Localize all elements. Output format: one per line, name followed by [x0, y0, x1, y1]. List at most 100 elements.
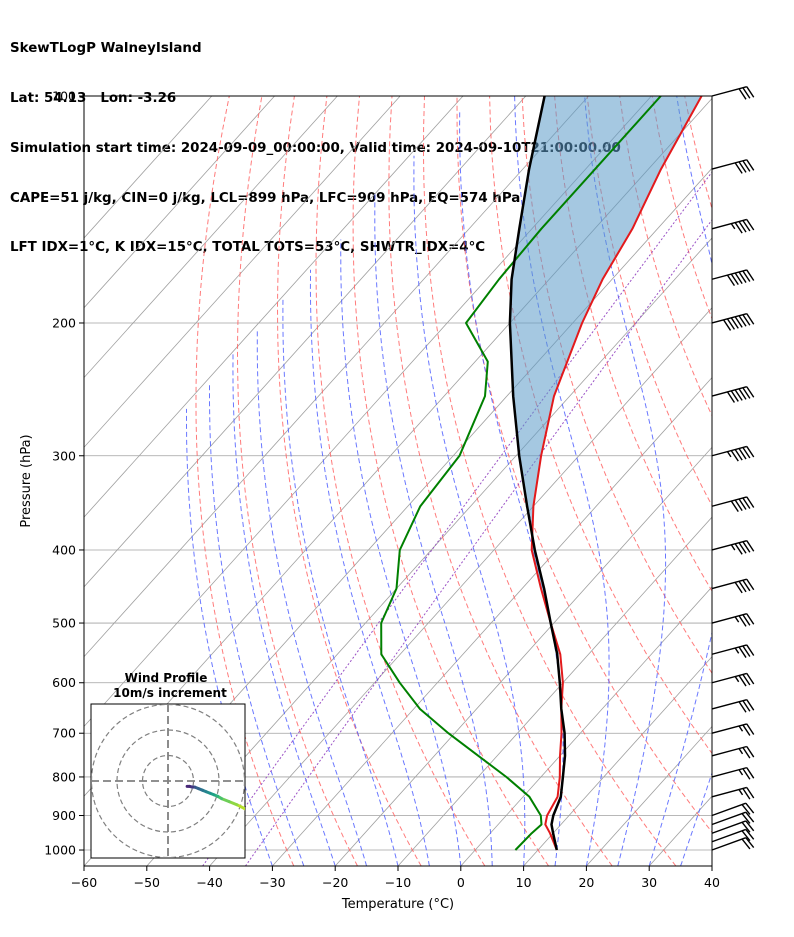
wind-barb: [711, 86, 755, 100]
barb-flag: [746, 767, 755, 779]
dry-adiabat: [619, 96, 712, 417]
dry-adiabat: [195, 96, 295, 866]
location-line: Lat: 54.13 Lon: -3.26: [10, 90, 177, 106]
wind-barb: [711, 386, 755, 403]
barb-flag: [742, 314, 751, 326]
chart-title: SkewTLogP WalneyIsland: [10, 41, 202, 57]
dry-adiabat: [422, 96, 677, 866]
barb-flag: [730, 500, 739, 513]
y-axis-label: Pressure (hPa): [19, 434, 34, 527]
barb-flag: [726, 318, 736, 330]
dry-adiabat: [684, 96, 712, 211]
barb-flag: [730, 390, 739, 402]
barb-flag: [741, 813, 751, 824]
barb-staff: [711, 218, 747, 230]
isotherm-line: [460, 586, 712, 866]
dry-adiabat: [521, 96, 712, 675]
barb-flag: [734, 222, 743, 234]
x-tick-label: −20: [322, 875, 348, 890]
x-tick-label: −50: [134, 875, 160, 890]
wind-barb: [711, 159, 755, 174]
isotherm-line: [84, 96, 275, 309]
barb-flag: [742, 497, 751, 509]
barb-flag: [738, 448, 747, 460]
barb-flag: [746, 313, 755, 325]
wind-barb: [711, 578, 755, 594]
hodograph-inset: Wind Profile 10m/s increment: [90, 671, 246, 859]
barb-half-flag: [734, 676, 740, 683]
barb-flag: [734, 389, 743, 401]
barb-flag: [738, 161, 747, 173]
moist-adiabat: [514, 96, 610, 866]
barb-flag: [742, 768, 751, 780]
moist-adiabat: [413, 155, 526, 866]
x-tick-label: −10: [385, 875, 411, 890]
barb-flag: [746, 644, 755, 656]
dry-adiabat: [352, 96, 550, 866]
moist-adiabat: [309, 269, 430, 866]
barb-staff: [711, 312, 747, 324]
barb-flag: [723, 319, 732, 331]
barb-flag: [730, 273, 739, 286]
barb-staff: [711, 802, 747, 817]
barb-staff: [711, 496, 747, 507]
barb-flag: [738, 388, 747, 400]
isotherm-line: [84, 96, 213, 239]
wind-barb: [711, 811, 755, 826]
barb-staff: [711, 269, 747, 280]
barb-flag: [746, 159, 755, 171]
barb-flag: [734, 449, 743, 461]
barb-flag: [742, 87, 751, 99]
barb-staff: [711, 745, 747, 757]
moist-adiabat: [340, 239, 462, 866]
mixing-ratio-line: [202, 171, 712, 866]
x-axis-ticks: −60 −50 −40 −30 −20 −10 0 10 20 30 40: [71, 866, 720, 890]
barb-flag: [742, 747, 751, 759]
barb-flag: [738, 615, 747, 627]
isotherm-line: [397, 516, 712, 866]
dry-adiabat: [782, 96, 794, 866]
wind-barb: [711, 837, 755, 851]
x-tick-label: 10: [516, 875, 532, 890]
wind-barb: [711, 802, 755, 817]
dry-adiabat: [750, 96, 794, 866]
barb-flag: [746, 746, 755, 758]
barb-flag: [742, 614, 751, 626]
moist-adiabat: [282, 297, 399, 866]
wind-barb: [711, 828, 755, 843]
barb-flag: [738, 221, 747, 233]
barb-flag: [738, 498, 747, 510]
barb-flag: [746, 269, 755, 281]
background-lines: [84, 96, 794, 866]
wind-barb: [711, 312, 755, 331]
barb-staff: [711, 811, 747, 826]
wind-barb: [711, 539, 755, 555]
barb-flag: [745, 811, 755, 823]
hodograph-subtitle: 10m/s increment: [113, 686, 227, 700]
isotherm-line: [84, 96, 589, 658]
barb-staff: [711, 445, 747, 457]
wind-barb: [711, 786, 755, 800]
barb-flag: [738, 271, 747, 283]
barb-flag: [742, 645, 751, 657]
y-tick-label: 700: [52, 726, 76, 741]
barb-flag: [726, 391, 736, 403]
y-tick-label: 200: [52, 315, 76, 330]
y-tick-label: 400: [52, 542, 76, 557]
barb-staff: [711, 820, 747, 834]
barb-flag: [746, 699, 755, 711]
hodograph-ring: [91, 704, 245, 858]
profile-lines: [380, 96, 703, 851]
wind-barb: [711, 723, 755, 736]
barb-flag: [746, 723, 755, 735]
y-tick-label: 1000: [44, 843, 76, 858]
barb-staff: [711, 86, 747, 97]
barb-flag: [738, 701, 747, 713]
barb-staff: [711, 786, 747, 798]
moist-adiabat: [232, 354, 336, 866]
barb-flag: [741, 804, 751, 815]
wind-barb: [711, 766, 755, 780]
hodograph-title: Wind Profile: [125, 671, 208, 685]
y-tick-label: 800: [52, 769, 76, 784]
